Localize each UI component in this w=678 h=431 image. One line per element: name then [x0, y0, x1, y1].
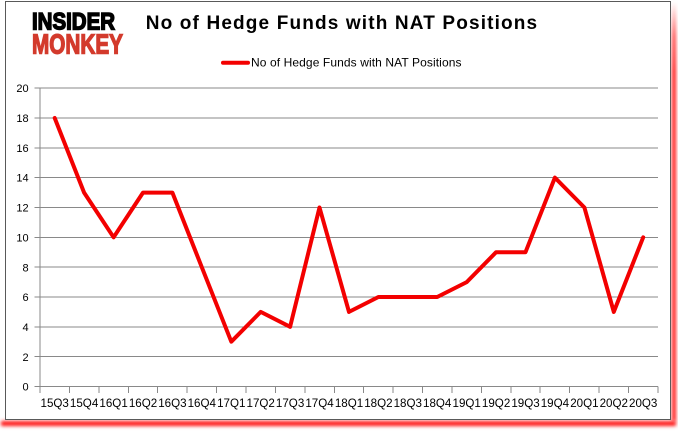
svg-text:19Q2: 19Q2: [482, 397, 510, 410]
svg-text:18Q2: 18Q2: [364, 397, 392, 410]
svg-text:16Q2: 16Q2: [129, 397, 157, 410]
svg-text:14: 14: [16, 173, 28, 185]
svg-text:2: 2: [22, 352, 28, 364]
svg-text:17Q4: 17Q4: [305, 397, 334, 410]
svg-text:10: 10: [16, 232, 28, 244]
svg-text:19Q3: 19Q3: [511, 397, 539, 410]
svg-text:16Q3: 16Q3: [158, 397, 186, 410]
svg-text:17Q3: 17Q3: [276, 397, 304, 410]
svg-text:INSIDER: INSIDER: [32, 9, 115, 36]
svg-text:20Q1: 20Q1: [570, 397, 598, 410]
svg-text:18Q4: 18Q4: [423, 397, 452, 410]
svg-text:6: 6: [22, 292, 28, 304]
svg-text:17Q1: 17Q1: [217, 397, 245, 410]
svg-text:12: 12: [16, 203, 28, 215]
svg-text:No of Hedge Funds with NAT Pos: No of Hedge Funds with NAT Positions: [251, 56, 462, 70]
svg-text:20Q2: 20Q2: [600, 397, 628, 410]
svg-text:20Q3: 20Q3: [629, 397, 657, 410]
svg-text:MONKEY: MONKEY: [32, 29, 123, 60]
svg-text:0: 0: [22, 382, 28, 394]
svg-text:17Q2: 17Q2: [247, 397, 275, 410]
svg-text:20: 20: [16, 83, 28, 95]
svg-text:19Q4: 19Q4: [541, 397, 570, 410]
svg-text:19Q1: 19Q1: [453, 397, 481, 410]
svg-text:18: 18: [16, 113, 28, 125]
svg-text:18Q3: 18Q3: [394, 397, 422, 410]
svg-text:8: 8: [22, 262, 28, 274]
svg-text:4: 4: [22, 322, 28, 334]
svg-text:16Q4: 16Q4: [188, 397, 217, 410]
svg-text:15Q4: 15Q4: [70, 397, 99, 410]
svg-text:18Q1: 18Q1: [335, 397, 363, 410]
svg-text:16Q1: 16Q1: [99, 397, 127, 410]
svg-text:15Q3: 15Q3: [41, 397, 69, 410]
svg-text:16: 16: [16, 143, 28, 155]
